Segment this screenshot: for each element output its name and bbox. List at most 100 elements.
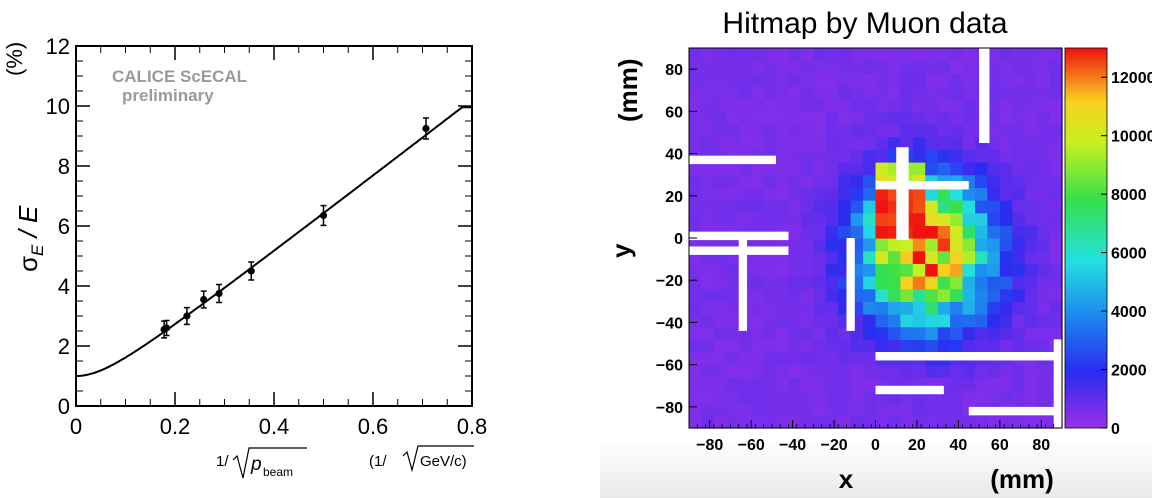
heatmap-cell [850, 225, 864, 239]
heatmap-cell [788, 212, 802, 226]
heatmap-cell [800, 276, 814, 290]
heatmap-cell [751, 352, 765, 366]
data-point [319, 204, 328, 227]
heatmap-cell [763, 415, 777, 429]
heatmap-cell [726, 124, 740, 138]
heatmap-cell [887, 86, 901, 100]
heatmap-cell [912, 225, 926, 239]
empty-strip [896, 147, 909, 241]
heatmap-cell [689, 339, 702, 353]
heatmap-cell [776, 402, 789, 416]
heatmap-cell [863, 288, 877, 302]
heatmap-cell [776, 187, 789, 201]
heatmap-cell [776, 162, 789, 176]
heatmap-cell [999, 86, 1013, 100]
heatmap-cell [937, 314, 951, 328]
heatmap-cell [875, 276, 889, 290]
heatmap-cell [950, 111, 964, 125]
heatmap-cell [1049, 111, 1063, 125]
heatmap-cell [751, 124, 765, 138]
y-tick-label: 8 [58, 154, 70, 179]
heatmap-cell [701, 377, 715, 391]
heatmap-cell [713, 174, 727, 188]
heatmap-cell [763, 73, 777, 87]
heatmap-cell [1024, 149, 1038, 163]
heatmap-cell [813, 149, 827, 163]
heatmap-cell [1049, 162, 1063, 176]
y-tick-label: −20 [656, 273, 683, 290]
heatmap-cell [788, 326, 802, 340]
heatmap-cell [800, 238, 814, 252]
heatmap-cell [825, 212, 839, 226]
heatmap-cell [875, 86, 889, 100]
x-tick-label: 0.8 [457, 414, 488, 439]
heatmap-cell [689, 86, 702, 100]
heatmap-cell [950, 276, 964, 290]
palette-tick-label: 12000 [1111, 70, 1152, 87]
heatmap-cell [950, 364, 964, 378]
heatmap-cell [975, 149, 988, 163]
heatmap-cell [763, 86, 777, 100]
heatmap-cell [937, 238, 951, 252]
heatmap-cell [912, 276, 926, 290]
heatmap-cell [776, 263, 789, 277]
heatmap-cell [800, 225, 814, 239]
heatmap-cell [1024, 60, 1038, 74]
heatmap-cell [925, 212, 939, 226]
svg-text:1/: 1/ [216, 453, 229, 470]
heatmap-cell [788, 352, 802, 366]
heatmap-cell [863, 86, 877, 100]
heatmap-cell [726, 339, 740, 353]
heatmap-cell [838, 415, 852, 429]
heatmap-cell [850, 111, 864, 125]
empty-strip [968, 406, 1058, 416]
heatmap-cell [875, 364, 889, 378]
heatmap-cell [763, 136, 777, 150]
heatmap-cell [987, 98, 1001, 112]
heatmap-cell [999, 339, 1013, 353]
empty-strip [875, 385, 944, 395]
heatmap-cell [987, 162, 1001, 176]
heatmap-cell [875, 124, 889, 138]
heatmap-cell [887, 238, 901, 252]
heatmap-cell [925, 98, 939, 112]
heatmap-cell [763, 212, 777, 226]
heatmap-cell [751, 314, 765, 328]
heatmap-cell [999, 301, 1013, 315]
heatmap-cell [912, 73, 926, 87]
heatmap-cell [776, 415, 789, 429]
heatmap-cell [987, 263, 1001, 277]
heatmap-cell [701, 364, 715, 378]
heatmap-cell [875, 301, 889, 315]
heatmap-cell [713, 136, 727, 150]
heatmap-cell [1024, 364, 1038, 378]
heatmap-cell [788, 225, 802, 239]
heatmap-cell [975, 162, 988, 176]
svg-text:p: p [250, 454, 262, 475]
heatmap-cell [925, 250, 939, 264]
heatmap-cell [1012, 124, 1026, 138]
heatmap-cell [1037, 390, 1051, 404]
heatmap-cell [776, 111, 789, 125]
heatmap-cell [1037, 98, 1051, 112]
heatmap-cell [999, 200, 1013, 214]
heatmap-cell [800, 149, 814, 163]
heatmap-cell [838, 187, 852, 201]
heatmap-cell [975, 326, 988, 340]
heatmap-cell [1049, 276, 1063, 290]
heatmap-cell [962, 187, 976, 201]
heatmap-cell [975, 174, 988, 188]
heatmap-cell [726, 73, 740, 87]
heatmap-cell [863, 124, 877, 138]
heatmap-cell [887, 263, 901, 277]
heatmap-cell [912, 314, 926, 328]
heatmap-cell [1012, 301, 1026, 315]
heatmap-cell [850, 60, 864, 74]
heatmap-cell [950, 60, 964, 74]
heatmap-cell [1049, 301, 1063, 315]
heatmap-cell [726, 111, 740, 125]
heatmap-cell [813, 276, 827, 290]
heatmap-cell [1049, 98, 1063, 112]
heatmap-cell [1012, 225, 1026, 239]
heatmap-cell [726, 200, 740, 214]
